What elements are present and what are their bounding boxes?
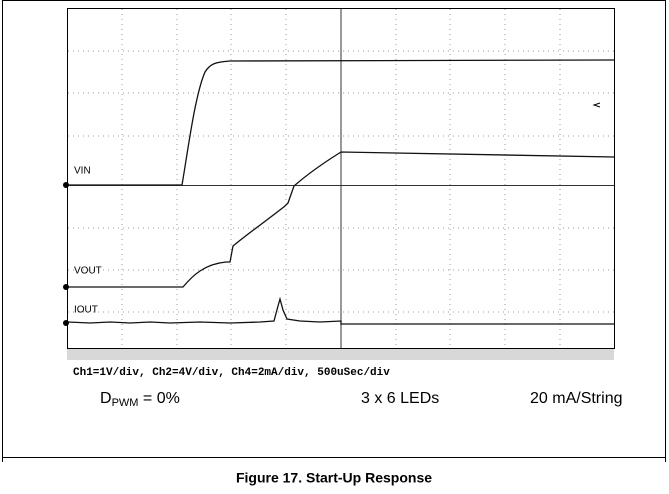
marker <box>63 182 69 188</box>
trace-vout <box>68 151 615 288</box>
led-config: 3 x 6 LEDs <box>361 390 439 407</box>
marker <box>63 284 69 290</box>
trace-label: IOUT <box>74 305 98 316</box>
caption: Figure 17. Start-Up Response <box>236 470 432 486</box>
scope-grid <box>68 9 614 348</box>
trace-iout <box>67 296 614 325</box>
trace-label: VIN <box>74 166 91 177</box>
string-current: 20 mA/String <box>530 390 622 407</box>
scope-settings: Ch1=1V/div, Ch2=4V/div, Ch4=2mA/div, 500… <box>73 367 390 379</box>
trace-label: VOUT <box>74 266 102 277</box>
arrow <box>592 102 601 108</box>
marker <box>63 320 69 326</box>
duty-cycle: DPWM = 0% <box>100 390 180 409</box>
trace-vin <box>68 59 615 186</box>
scope-strip <box>67 346 614 360</box>
